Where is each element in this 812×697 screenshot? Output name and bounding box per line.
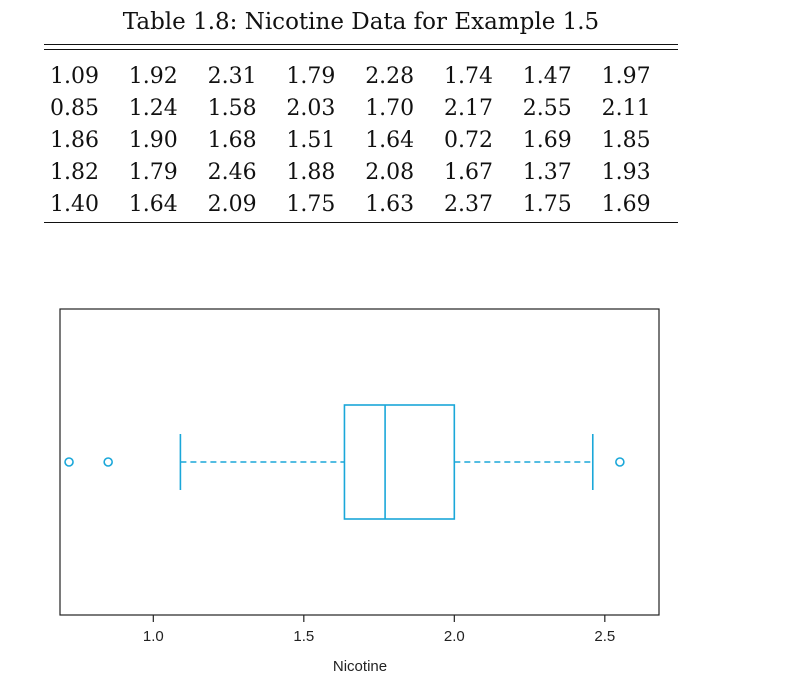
- table-cell: 2.09: [207, 191, 257, 217]
- table-cell: 1.40: [50, 191, 99, 217]
- table-cell: 1.82: [50, 159, 99, 185]
- table-cell: 1.64: [365, 127, 415, 153]
- table-caption: Table 1.8: Nicotine Data for Example 1.5: [122, 9, 600, 35]
- table-cell: 1.79: [286, 63, 336, 89]
- table-cell: 1.51: [286, 127, 336, 153]
- table-cell: 1.88: [286, 159, 336, 185]
- table-cell: 2.08: [365, 159, 415, 185]
- table-cell: 2.03: [286, 95, 336, 121]
- table-cell: 1.68: [207, 127, 257, 153]
- table-cell: 1.37: [522, 159, 572, 185]
- table-cell: 1.63: [365, 191, 415, 217]
- table-cell: 1.90: [128, 127, 178, 153]
- table-row: 1.82 1.79 2.46 1.88 2.08 1.67 1.37 1.93: [50, 156, 680, 188]
- table-cell: 2.31: [207, 63, 257, 89]
- x-tick-label: 2.0: [444, 628, 465, 645]
- table-cell: 1.24: [128, 95, 178, 121]
- table-top-rule-double: [44, 49, 678, 50]
- x-tick-label: 1.5: [293, 628, 314, 645]
- table-cell: 1.79: [128, 159, 178, 185]
- table-cell: 1.64: [128, 191, 178, 217]
- table-cell: 1.75: [522, 191, 572, 217]
- outlier-point: [615, 457, 625, 467]
- table-top-rule: [44, 44, 678, 45]
- table-cell: 1.75: [286, 191, 336, 217]
- table-cell: 1.67: [443, 159, 493, 185]
- table-cell: 1.85: [601, 127, 651, 153]
- table-cell: 0.72: [443, 127, 493, 153]
- outlier-point: [103, 457, 113, 467]
- table-cell: 2.11: [601, 95, 651, 121]
- table-bottom-rule: [44, 222, 678, 223]
- x-tick-label: 1.0: [143, 628, 164, 645]
- nicotine-data-table: 1.09 1.92 2.31 1.79 2.28 1.74 1.47 1.97 0.85 1.24…: [50, 60, 680, 220]
- table-cell: 1.69: [522, 127, 572, 153]
- table-cell: 1.97: [601, 63, 651, 89]
- table-cell: 1.58: [207, 95, 257, 121]
- interquartile-box: [343, 404, 456, 520]
- table-cell: 1.47: [522, 63, 572, 89]
- nicotine-boxplot: Nicotine 1.0 1.5 2.0 2.5: [59, 308, 660, 675]
- table-cell: 1.70: [365, 95, 415, 121]
- x-tick-label: 2.5: [594, 628, 615, 645]
- table-cell: 1.69: [601, 191, 651, 217]
- table-cell: 1.74: [443, 63, 493, 89]
- table-row: 1.40 1.64 2.09 1.75 1.63 2.37 1.75 1.69: [50, 188, 680, 220]
- table-cell: 1.09: [50, 63, 99, 89]
- table-cell: 1.93: [601, 159, 651, 185]
- table-row: 0.85 1.24 1.58 2.03 1.70 2.17 2.55 2.11: [50, 92, 680, 124]
- outlier-point: [64, 457, 74, 467]
- table-cell: 2.37: [443, 191, 493, 217]
- table-cell: 2.55: [522, 95, 572, 121]
- table-cell: 1.86: [50, 127, 99, 153]
- table-row: 1.86 1.90 1.68 1.51 1.64 0.72 1.69 1.85: [50, 124, 680, 156]
- table-cell: 2.28: [365, 63, 415, 89]
- x-axis-label: Nicotine: [333, 658, 387, 675]
- table-cell: 0.85: [50, 95, 99, 121]
- table-cell: 2.17: [443, 95, 493, 121]
- table-cell: 1.92: [128, 63, 178, 89]
- plot-frame: [59, 308, 660, 616]
- table-cell: 2.46: [207, 159, 257, 185]
- table-row: 1.09 1.92 2.31 1.79 2.28 1.74 1.47 1.97: [50, 60, 680, 92]
